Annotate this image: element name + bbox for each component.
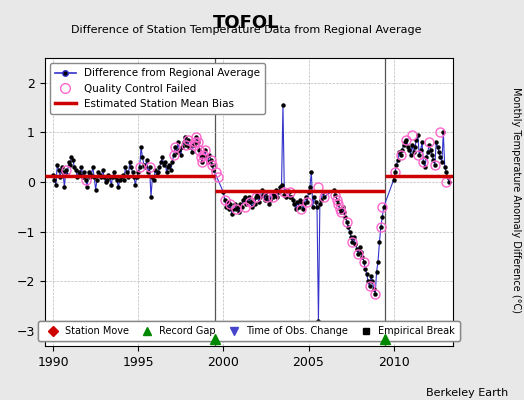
Text: Berkeley Earth: Berkeley Earth [426,388,508,398]
Text: Difference of Station Temperature Data from Regional Average: Difference of Station Temperature Data f… [71,25,421,35]
Text: TOFOL: TOFOL [213,14,279,32]
Legend: Station Move, Record Gap, Time of Obs. Change, Empirical Break: Station Move, Record Gap, Time of Obs. C… [38,322,460,341]
Text: Monthly Temperature Anomaly Difference (°C): Monthly Temperature Anomaly Difference (… [511,87,521,313]
